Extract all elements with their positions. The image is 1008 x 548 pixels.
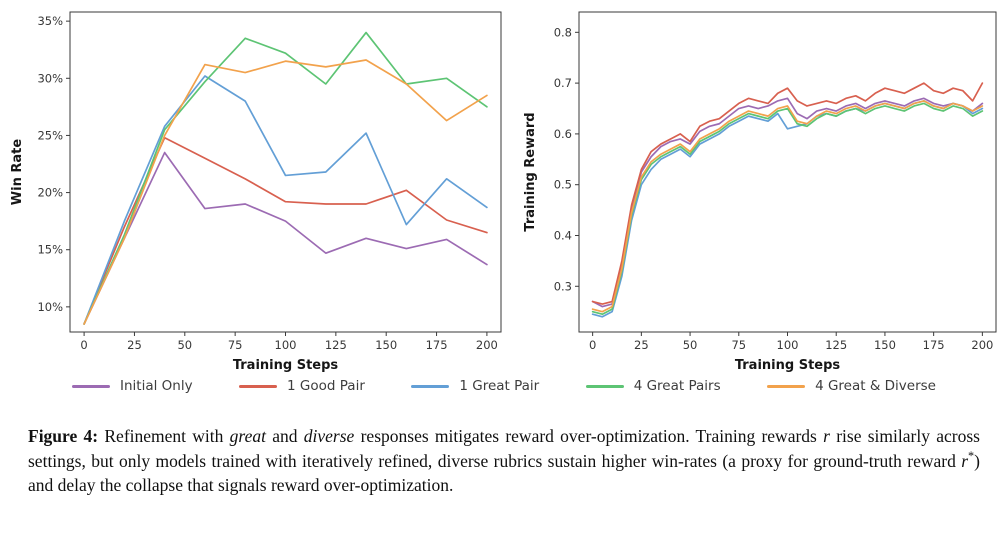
svg-text:125: 125 [325, 338, 347, 352]
caption-segment: great [229, 426, 266, 446]
svg-text:175: 175 [923, 338, 945, 352]
legend-label: Initial Only [120, 378, 193, 394]
svg-text:100: 100 [777, 338, 799, 352]
charts-row: 0 25 50 75 100 125 150 175 200 10% 15% 20% 25% 30% 35%… [10, 11, 997, 373]
svg-text:Training Steps: Training Steps [233, 358, 339, 373]
svg-text:200: 200 [476, 338, 498, 352]
caption-segment: * [968, 448, 975, 463]
caption-segment: Figure 4: [28, 426, 99, 446]
caption-segment: and [265, 426, 304, 446]
win-rate-chart: 0 25 50 75 100 125 150 175 200 10% 15% 20% 25% 30% 35%… [10, 11, 502, 373]
svg-text:0.6: 0.6 [554, 127, 572, 141]
svg-text:25: 25 [634, 338, 649, 352]
svg-text:75: 75 [731, 338, 746, 352]
legend-item: Initial Only [72, 378, 193, 394]
svg-text:25: 25 [127, 338, 142, 352]
svg-text:175: 175 [426, 338, 448, 352]
caption-segment: responses mitigates reward over-optimiza… [354, 426, 824, 446]
svg-text:35%: 35% [37, 14, 63, 28]
svg-text:30%: 30% [37, 71, 63, 85]
svg-text:150: 150 [375, 338, 397, 352]
svg-text:25%: 25% [37, 128, 63, 142]
training-reward-chart: 0 25 50 75 100 125 150 175 200 0.3 0.4 0.5 0.6 0.7 0.8… [523, 11, 997, 373]
svg-text:0: 0 [80, 338, 87, 352]
svg-text:10%: 10% [37, 300, 63, 314]
caption-segment: diverse [303, 426, 355, 446]
svg-text:150: 150 [874, 338, 896, 352]
svg-text:0: 0 [589, 338, 596, 352]
svg-text:125: 125 [825, 338, 847, 352]
svg-text:Training Steps: Training Steps [735, 358, 841, 373]
svg-text:0.4: 0.4 [554, 228, 572, 242]
legend-label: 1 Great Pair [459, 378, 540, 394]
legend-line-swatch [767, 384, 806, 388]
figure-panel: 0 25 50 75 100 125 150 175 200 10% 15% 20% 25% 30% 35%… [0, 11, 1008, 498]
legend-line-swatch [72, 384, 110, 388]
legend: Initial Only 1 Good Pair 1 Great Pair 4 Gre… [0, 376, 1008, 394]
legend-line-swatch [585, 384, 624, 388]
legend-item: 4 Great Pairs [585, 378, 721, 394]
svg-text:0.3: 0.3 [554, 279, 572, 293]
legend-label: 1 Good Pair [287, 378, 365, 394]
svg-text:50: 50 [683, 338, 698, 352]
caption-segment: r [961, 450, 969, 471]
svg-text:0.5: 0.5 [554, 178, 572, 192]
legend-label: 4 Great & Diverse [815, 378, 936, 394]
legend-item: 4 Great & Diverse [767, 378, 936, 394]
svg-text:200: 200 [971, 338, 993, 352]
svg-text:15%: 15% [37, 243, 63, 257]
legend-line-swatch [411, 384, 450, 388]
svg-text:0.8: 0.8 [554, 25, 572, 39]
svg-text:20%: 20% [37, 186, 63, 200]
svg-text:0.7: 0.7 [554, 76, 572, 90]
svg-text:75: 75 [228, 338, 243, 352]
svg-text:50: 50 [177, 338, 192, 352]
legend-line-swatch [239, 384, 278, 388]
caption-segment: Refinement with [98, 426, 230, 446]
caption-segment: rise similarly across settings, but only… [28, 426, 980, 471]
legend-label: 4 Great Pairs [633, 378, 721, 394]
caption-segment: r [823, 426, 830, 446]
caption-segment: ) and delay the collapse that signals re… [28, 450, 980, 496]
svg-text:Training Reward: Training Reward [523, 112, 538, 231]
legend-item: 1 Great Pair [411, 378, 539, 394]
svg-text:100: 100 [275, 338, 297, 352]
figure-caption: Figure 4: Refinement with great and dive… [28, 424, 980, 498]
legend-item: 1 Good Pair [239, 378, 365, 394]
svg-text:Win Rate: Win Rate [10, 139, 25, 206]
